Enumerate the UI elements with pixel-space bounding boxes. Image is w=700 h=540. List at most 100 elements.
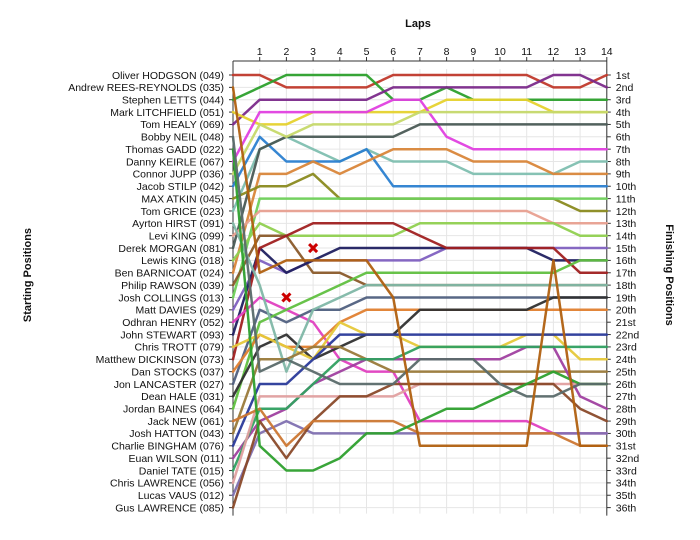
series-line: [231, 135, 609, 398]
driver-name-label: Jack NEW (061): [148, 416, 224, 428]
series-line: [231, 296, 609, 398]
finish-position-label: 6th: [616, 132, 631, 144]
finish-position-label: 20th: [616, 305, 637, 317]
finish-position-label: 10th: [616, 181, 637, 193]
finish-position-label: 35th: [616, 490, 637, 502]
series-line: [231, 259, 609, 410]
series-line: [231, 147, 609, 472]
finish-position-label: 11th: [616, 193, 636, 205]
driver-name-label: Charlie BINGHAM (076): [111, 441, 224, 453]
finish-position-label: 12th: [616, 206, 637, 218]
finish-position-label: 31st: [616, 441, 636, 453]
finish-position-label: 23rd: [616, 342, 637, 354]
driver-name-label: MAX ATKIN (045): [141, 193, 224, 205]
driver-name-label: Dan STOCKS (037): [131, 366, 224, 378]
series-line: [231, 73, 609, 126]
series-line: [231, 222, 609, 262]
finish-position-label: 25th: [616, 366, 637, 378]
driver-name-label: Gus LAWRENCE (085): [115, 502, 224, 514]
driver-name-label: Tom GRICE (023): [141, 206, 224, 218]
lap-tick-label: 5: [364, 46, 370, 58]
y-axis-label-right: Finishing Positions: [663, 224, 675, 325]
lap-tick-label: 8: [444, 46, 450, 58]
series-line: [231, 98, 609, 163]
series-line: [231, 345, 609, 435]
driver-name-label: Andrew REES-REYNOLDS (035): [68, 82, 224, 94]
lap-tick-label: 9: [470, 46, 476, 58]
series-line: [231, 209, 609, 237]
lap-tick-label: 14: [601, 46, 613, 58]
driver-name-label: Ayrton HIRST (091): [132, 218, 224, 230]
series-line: [231, 110, 609, 176]
finish-position-label: 22nd: [616, 329, 640, 341]
driver-name-label: Dean HALE (031): [141, 391, 224, 403]
finish-position-label: 15th: [616, 243, 637, 255]
series-line: [231, 222, 609, 373]
driver-name-label: Odhran HENRY (052): [122, 317, 224, 329]
driver-name-label: Ben BARNICOAT (024): [115, 268, 224, 280]
retirement-markers: [281, 242, 319, 303]
finish-position-label: 1st: [616, 70, 630, 82]
driver-name-label: Matthew DICKINSON (073): [96, 354, 224, 366]
driver-name-label: Stephen LETTS (044): [122, 95, 224, 107]
lap-tick-label: 2: [283, 46, 289, 58]
driver-name-label: Jordan BAINES (064): [123, 404, 224, 416]
finish-position-label: 18th: [616, 280, 637, 292]
driver-name-label: Lucas VAUS (012): [138, 490, 224, 502]
finish-position-label: 16th: [616, 255, 637, 267]
driver-name-label: Levi KING (099): [149, 230, 224, 242]
driver-name-label: Jon LANCASTER (027): [114, 379, 224, 391]
lap-tick-label: 11: [521, 46, 532, 58]
driver-name-label: Matt DAVIES (029): [135, 305, 224, 317]
series-line: [231, 197, 609, 299]
driver-name-label: Philip RAWSON (039): [121, 280, 224, 292]
series-line: [231, 333, 609, 448]
series-line: [231, 86, 609, 448]
driver-name-label: Chris LAWRENCE (056): [110, 478, 224, 490]
finish-position-label: 28th: [616, 404, 637, 416]
driver-name-label: Chris TROTT (079): [135, 342, 224, 354]
finish-position-label: 5th: [616, 119, 631, 131]
lap-tick-label: 6: [390, 46, 396, 58]
finish-position-label: 24th: [616, 354, 637, 366]
finish-position-label: 4th: [616, 107, 631, 119]
chart-title: Laps: [405, 18, 431, 30]
driver-name-label: Josh HATTON (043): [129, 428, 224, 440]
series-line: [231, 73, 609, 89]
lap-tick-label: 1: [257, 46, 263, 58]
driver-name-label: Mark LITCHFIELD (051): [110, 107, 224, 119]
driver-name-label: Danny KEIRLE (067): [126, 156, 224, 168]
retirement-marker: [281, 292, 292, 303]
driver-name-label: John STEWART (093): [120, 329, 224, 341]
finish-position-label: 27th: [616, 391, 637, 403]
series-lines: [231, 73, 609, 509]
finish-position-label: 17th: [616, 268, 637, 280]
series-line: [231, 222, 609, 361]
finish-position-label: 14th: [616, 230, 637, 242]
series-line: [231, 382, 609, 509]
finish-position-label: 8th: [616, 156, 631, 168]
driver-name-label: Jacob STILP (042): [137, 181, 224, 193]
finish-position-label: 26th: [616, 379, 637, 391]
finish-position-label: 30th: [616, 428, 637, 440]
lap-tick-label: 7: [417, 46, 423, 58]
finish-position-label: 7th: [616, 144, 631, 156]
driver-name-label: Tom HEALY (069): [140, 119, 224, 131]
lap-tick-label: 3: [310, 46, 316, 58]
driver-name-label: Euan WILSON (011): [128, 453, 224, 465]
finish-position-label: 34th: [616, 478, 637, 490]
series-line: [231, 135, 609, 188]
finish-position-label: 21st: [616, 317, 636, 329]
retirement-marker: [308, 242, 319, 254]
marker-stroke: [281, 292, 292, 303]
finish-position-label: 2nd: [616, 82, 634, 94]
series-line: [231, 147, 609, 275]
finish-position-label: 19th: [616, 292, 637, 304]
finish-position-label: 32nd: [616, 453, 640, 465]
marker-stroke: [308, 242, 319, 254]
driver-name-label: Josh COLLINGS (013): [118, 292, 224, 304]
driver-name-label: Bobby NEIL (048): [141, 132, 224, 144]
series-line: [231, 246, 609, 336]
lap-tick-label: 12: [548, 46, 560, 58]
